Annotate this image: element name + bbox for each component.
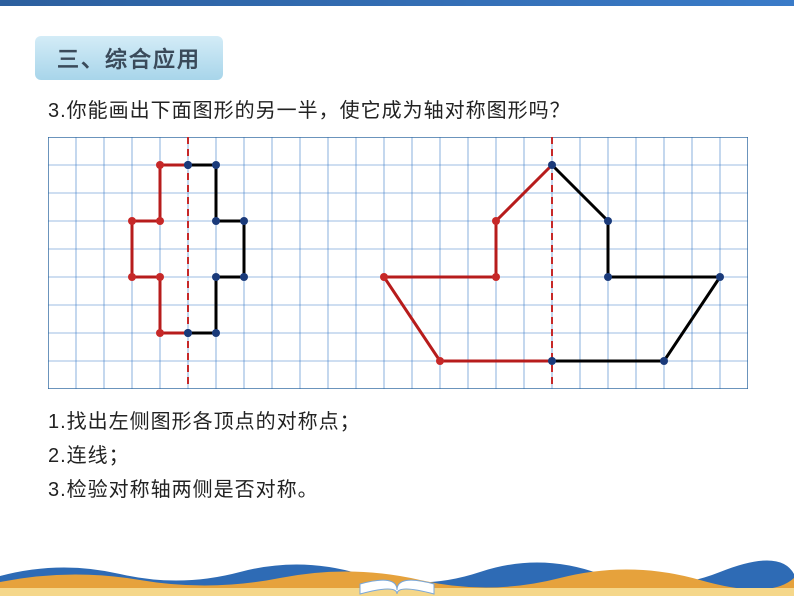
top-border	[0, 0, 794, 6]
step-1: 1.找出左侧图形各顶点的对称点；	[48, 405, 794, 439]
steps-list: 1.找出左侧图形各顶点的对称点； 2.连线； 3.检验对称轴两侧是否对称。	[48, 405, 794, 507]
section-label: 三、综合应用	[57, 47, 201, 72]
footer-decoration	[0, 548, 794, 596]
step-3: 3.检验对称轴两侧是否对称。	[48, 473, 794, 507]
grid-diagram	[48, 137, 748, 389]
grid-svg	[48, 137, 748, 389]
section-badge: 三、综合应用	[35, 36, 223, 80]
footer-svg	[0, 548, 794, 596]
step-2: 2.连线；	[48, 439, 794, 473]
question-text: 3.你能画出下面图形的另一半，使它成为轴对称图形吗？	[48, 94, 754, 123]
